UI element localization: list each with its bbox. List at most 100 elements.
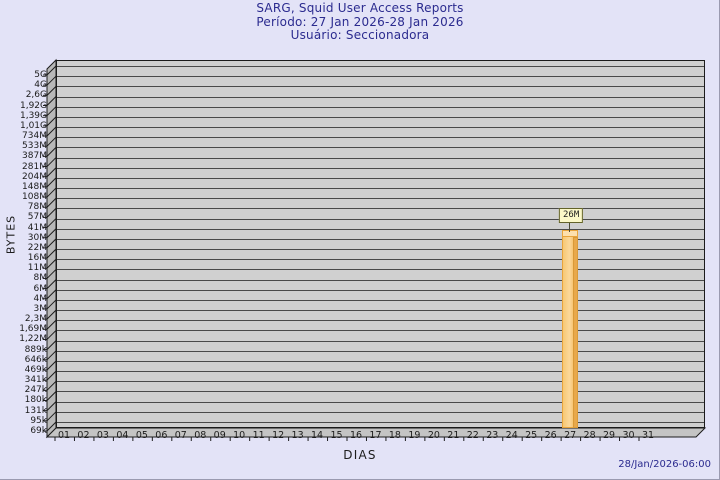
y-axis-tick-label: 889k xyxy=(24,344,47,355)
bar-value-label: 26M xyxy=(558,208,584,224)
plot-face xyxy=(56,60,705,428)
y-axis-tick-label: 95k xyxy=(30,415,47,426)
gridline xyxy=(57,157,704,159)
bar-side-face xyxy=(573,237,579,428)
gridline xyxy=(57,198,704,200)
gridline xyxy=(57,238,704,240)
y-axis-tick-label: 2,6G xyxy=(25,90,47,101)
x-axis-title: DIAS xyxy=(343,448,377,462)
value-label-stem xyxy=(569,222,571,233)
y-axis-tick-label: 5G xyxy=(34,70,47,80)
x-axis-tick-label: 29 xyxy=(603,430,616,441)
page-title: SARG, Squid User Access Reports xyxy=(256,1,464,15)
gridline xyxy=(57,330,704,332)
y-axis-tick-label: 8M xyxy=(33,273,48,284)
x-axis-tick-label: 27 xyxy=(564,430,577,441)
y-axis-tick-label: 204M xyxy=(22,171,47,182)
gridline xyxy=(57,66,704,67)
gridline xyxy=(57,76,704,78)
gridline xyxy=(57,188,704,190)
x-axis-tick-label: 16 xyxy=(349,430,363,441)
x-axis-tick-label: 25 xyxy=(525,430,538,441)
x-axis-tick-label: 09 xyxy=(213,430,226,441)
y-axis-tick-label: 6M xyxy=(33,283,48,294)
x-axis-tick-label: 04 xyxy=(116,430,129,441)
y-axis-tick-label: 11M xyxy=(27,263,47,274)
gridline xyxy=(57,137,704,139)
gridline xyxy=(57,289,704,291)
x-axis-tick-label: 08 xyxy=(194,430,207,441)
y-axis-tick-label: 78M xyxy=(27,202,47,213)
gridline xyxy=(57,340,704,342)
x-axis-tick-label: 24 xyxy=(505,430,518,441)
gridline xyxy=(57,279,704,281)
y-axis-tick-label: 41M xyxy=(27,222,47,233)
gridline xyxy=(57,96,704,98)
y-axis-tick-label: 341k xyxy=(24,375,47,386)
y-axis-tick-label: 180k xyxy=(24,395,47,406)
y-axis-tick-label: 148M xyxy=(22,181,47,192)
bar-top-face xyxy=(562,230,579,238)
chart-title-block: SARG, Squid User Access Reports Período:… xyxy=(0,1,720,43)
x-axis-tick-label: 19 xyxy=(408,430,421,441)
x-axis-tick-label: 07 xyxy=(174,430,187,441)
y-axis-tick-labels: 5G 4G 2,6G 1,92G 1,39G 1,01G 734M 533M 387M 281M 2… xyxy=(0,0,47,480)
x-axis-tick-label: 30 xyxy=(622,430,635,441)
generation-timestamp: 28/Jan/2026-06:00 xyxy=(618,459,711,470)
y-axis-tick-label: 1,01G xyxy=(19,120,47,131)
y-axis-tick-label: 69k xyxy=(30,426,47,436)
gridline xyxy=(57,127,704,129)
y-axis-tick-label: 734M xyxy=(22,131,47,142)
gridline xyxy=(57,371,704,373)
gridline xyxy=(57,310,704,312)
y-axis-tick-label: 387M xyxy=(22,151,47,162)
report-user: Usuário: Seccionadora xyxy=(290,28,430,42)
gridline xyxy=(57,218,704,220)
y-axis-tick-label: 4G xyxy=(34,80,47,91)
gridline xyxy=(57,167,704,169)
x-axis-tick-label: 13 xyxy=(291,430,304,441)
y-axis-tick-label: 469k xyxy=(24,364,47,375)
y-axis-tick-label: 2,3M xyxy=(24,314,47,325)
gridline xyxy=(57,360,704,362)
x-axis-tick-label: 23 xyxy=(486,430,499,441)
gridline xyxy=(57,147,704,149)
x-axis-tick-label: 26 xyxy=(544,430,557,441)
y-axis-tick-label: 16M xyxy=(27,253,47,264)
y-axis-tick-label: 247k xyxy=(24,385,47,396)
gridline xyxy=(57,86,704,88)
gridline xyxy=(57,259,704,261)
x-axis-tick-label: 02 xyxy=(77,430,90,441)
x-axis-tick-label: 06 xyxy=(155,430,168,441)
y-axis-tick-label: 30M xyxy=(27,232,47,243)
x-axis-tick-label: 10 xyxy=(233,430,246,441)
y-axis-tick-label: 1,69M xyxy=(19,324,47,335)
y-axis-tick-label: 4M xyxy=(33,293,48,304)
gridline xyxy=(57,269,704,271)
x-axis-tick-label: 21 xyxy=(447,430,460,441)
x-axis-tick-label: 11 xyxy=(252,430,265,441)
y-axis-tick-label: 131k xyxy=(24,405,47,416)
x-axis-tick-label: 31 xyxy=(641,430,655,441)
y-axis-tick-label: 108M xyxy=(22,192,47,203)
report-period: Período: 27 Jan 2026-28 Jan 2026 xyxy=(256,14,464,29)
gridline xyxy=(57,177,704,179)
x-axis-tick-label: 14 xyxy=(311,430,324,441)
gridline xyxy=(57,401,704,403)
x-axis-tick-label: 12 xyxy=(272,430,285,441)
x-axis-tick-label: 17 xyxy=(369,430,382,441)
x-axis-tick-label: 18 xyxy=(388,430,401,441)
x-axis-tick-label: 03 xyxy=(96,430,109,441)
y-axis-tick-label: 281M xyxy=(22,161,47,172)
y-axis-tick-label: 3M xyxy=(33,303,48,314)
y-axis-tick-label: 1,22M xyxy=(19,334,47,345)
y-axis-tick-label: 533M xyxy=(22,141,47,152)
gridline xyxy=(57,391,704,393)
y-axis-tick-label: 1,39G xyxy=(19,110,47,121)
x-axis-tick-label: 05 xyxy=(135,430,148,441)
gridline xyxy=(57,422,704,423)
gridline xyxy=(57,228,704,230)
gridline xyxy=(57,299,704,301)
